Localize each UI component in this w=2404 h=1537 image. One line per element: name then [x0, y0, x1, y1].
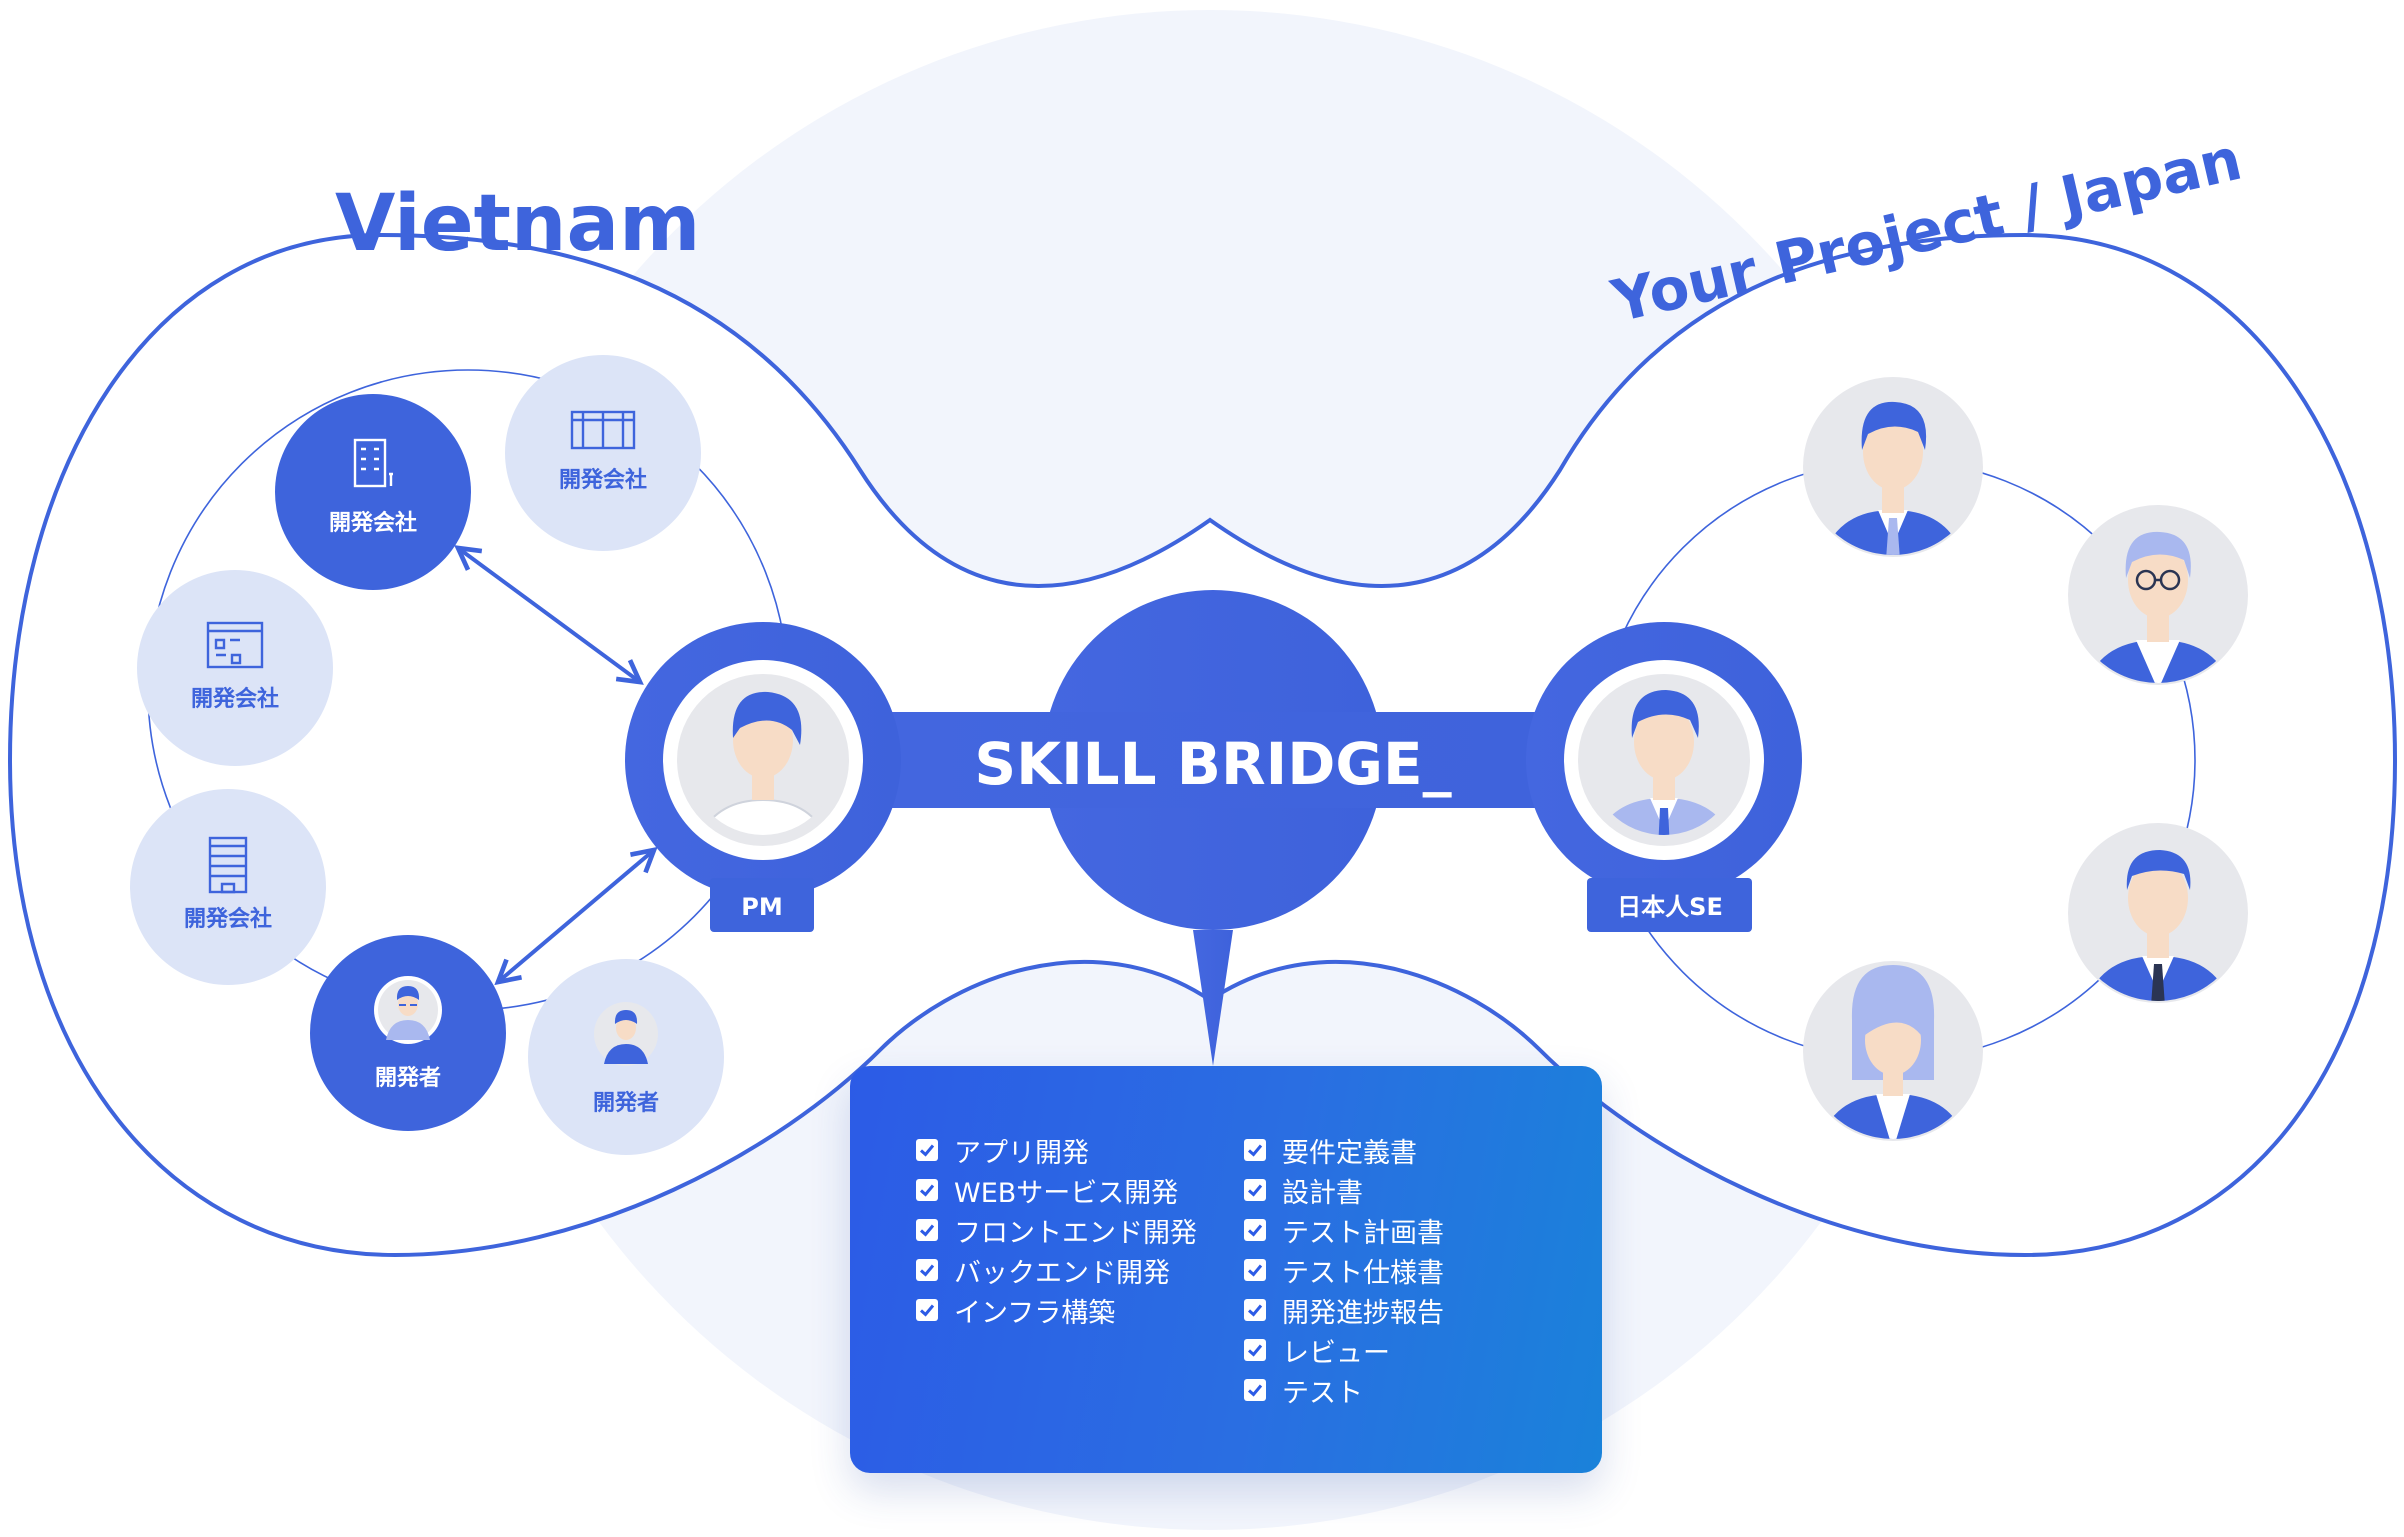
service-item: テスト仕様書 — [1244, 1250, 1444, 1290]
node-label: 開発者 — [593, 1091, 659, 1116]
service-item: テスト計画書 — [1244, 1210, 1444, 1250]
service-label: 設計書 — [1282, 1177, 1363, 1209]
building-icon — [353, 438, 393, 488]
service-item: インフラ構築 — [916, 1290, 1197, 1330]
service-label: テスト計画書 — [1282, 1217, 1444, 1249]
service-label: WEBサービス開発 — [954, 1177, 1179, 1209]
checkbox-checked-icon — [916, 1139, 938, 1161]
service-item: フロントエンド開発 — [916, 1210, 1197, 1250]
checkbox-checked-icon — [1244, 1219, 1266, 1241]
japan-member — [2068, 823, 2248, 1003]
service-item: 要件定義書 — [1244, 1130, 1444, 1170]
developer-node-filled: 開発者 — [310, 935, 506, 1131]
pm-avatar — [663, 660, 863, 860]
node-label: 開発者 — [375, 1066, 441, 1091]
arrow-company-pm — [458, 548, 640, 682]
service-label: 要件定義書 — [1282, 1137, 1417, 1169]
service-label: フロントエンド開発 — [954, 1217, 1197, 1249]
node-label: 開発会社 — [329, 510, 417, 536]
hub-label: SKILL BRIDGE_ — [974, 730, 1451, 798]
services-column-right: 要件定義書設計書テスト計画書 テスト仕様書 開発進捗報告 レビューテスト — [1244, 1130, 1444, 1410]
checkbox-checked-icon — [916, 1299, 938, 1321]
service-label: テスト仕様書 — [1282, 1257, 1444, 1289]
checkbox-checked-icon — [916, 1219, 938, 1241]
service-item: WEBサービス開発 — [916, 1170, 1197, 1210]
company-node-filled: 開発会社 — [275, 394, 471, 590]
developer-avatar-icon — [594, 1002, 658, 1066]
service-label: テスト — [1282, 1377, 1363, 1409]
service-label: レビュー — [1282, 1337, 1390, 1369]
office-icon — [206, 621, 264, 669]
service-label: 開発進捗報告 — [1282, 1297, 1444, 1329]
service-label: インフラ構築 — [954, 1297, 1116, 1329]
service-item: アプリ開発 — [916, 1130, 1197, 1170]
businessman-avatar-icon — [1818, 401, 1968, 555]
service-label: バックエンド開発 — [954, 1257, 1170, 1289]
services-card: アプリ開発 WEBサービス開発 フロントエンド開発 バックエンド開発 インフラ構築 要件… — [850, 1066, 1602, 1473]
manager-avatar-icon — [2080, 850, 2236, 1001]
region-label-vietnam: Vietnam — [335, 179, 700, 269]
service-item: テスト — [1244, 1370, 1444, 1410]
service-item: 設計書 — [1244, 1170, 1444, 1210]
checkbox-checked-icon — [1244, 1299, 1266, 1321]
company-node-light: 開発会社 — [137, 570, 333, 766]
node-label: 開発会社 — [191, 686, 279, 712]
developer-avatar-icon — [374, 976, 442, 1044]
japan-member — [2068, 505, 2248, 685]
checkbox-checked-icon — [1244, 1139, 1266, 1161]
company-node-light: 開発会社 — [505, 355, 701, 551]
service-label: アプリ開発 — [954, 1137, 1089, 1169]
services-column-left: アプリ開発 WEBサービス開発 フロントエンド開発 バックエンド開発 インフラ構築 — [916, 1130, 1197, 1330]
checkbox-checked-icon — [1244, 1259, 1266, 1281]
senior-glasses-avatar-icon — [2080, 531, 2236, 683]
node-label: 開発会社 — [559, 467, 647, 493]
pm-label: PM — [741, 893, 782, 921]
arrow-pm-developer — [498, 850, 654, 982]
checkbox-checked-icon — [1244, 1379, 1266, 1401]
se-badge — [1587, 878, 1752, 932]
businesswoman-avatar-icon — [1816, 965, 1970, 1139]
japan-member — [1803, 377, 1983, 557]
checkbox-checked-icon — [1244, 1179, 1266, 1201]
japan-member — [1803, 961, 1983, 1141]
factory-icon — [570, 410, 636, 450]
company-node-light: 開発会社 — [130, 789, 326, 985]
node-label: 開発会社 — [184, 906, 272, 932]
service-item: 開発進捗報告 — [1244, 1290, 1444, 1330]
developer-node-light: 開発者 — [528, 959, 724, 1155]
service-item: バックエンド開発 — [916, 1250, 1197, 1290]
checkbox-checked-icon — [916, 1179, 938, 1201]
checkbox-checked-icon — [916, 1259, 938, 1281]
checkbox-checked-icon — [1244, 1339, 1266, 1361]
se-label: 日本人SE — [1617, 893, 1723, 921]
pm-badge — [710, 878, 814, 932]
japanese-se-avatar — [1564, 660, 1764, 860]
service-item: レビュー — [1244, 1330, 1444, 1370]
tower-icon — [208, 836, 248, 894]
